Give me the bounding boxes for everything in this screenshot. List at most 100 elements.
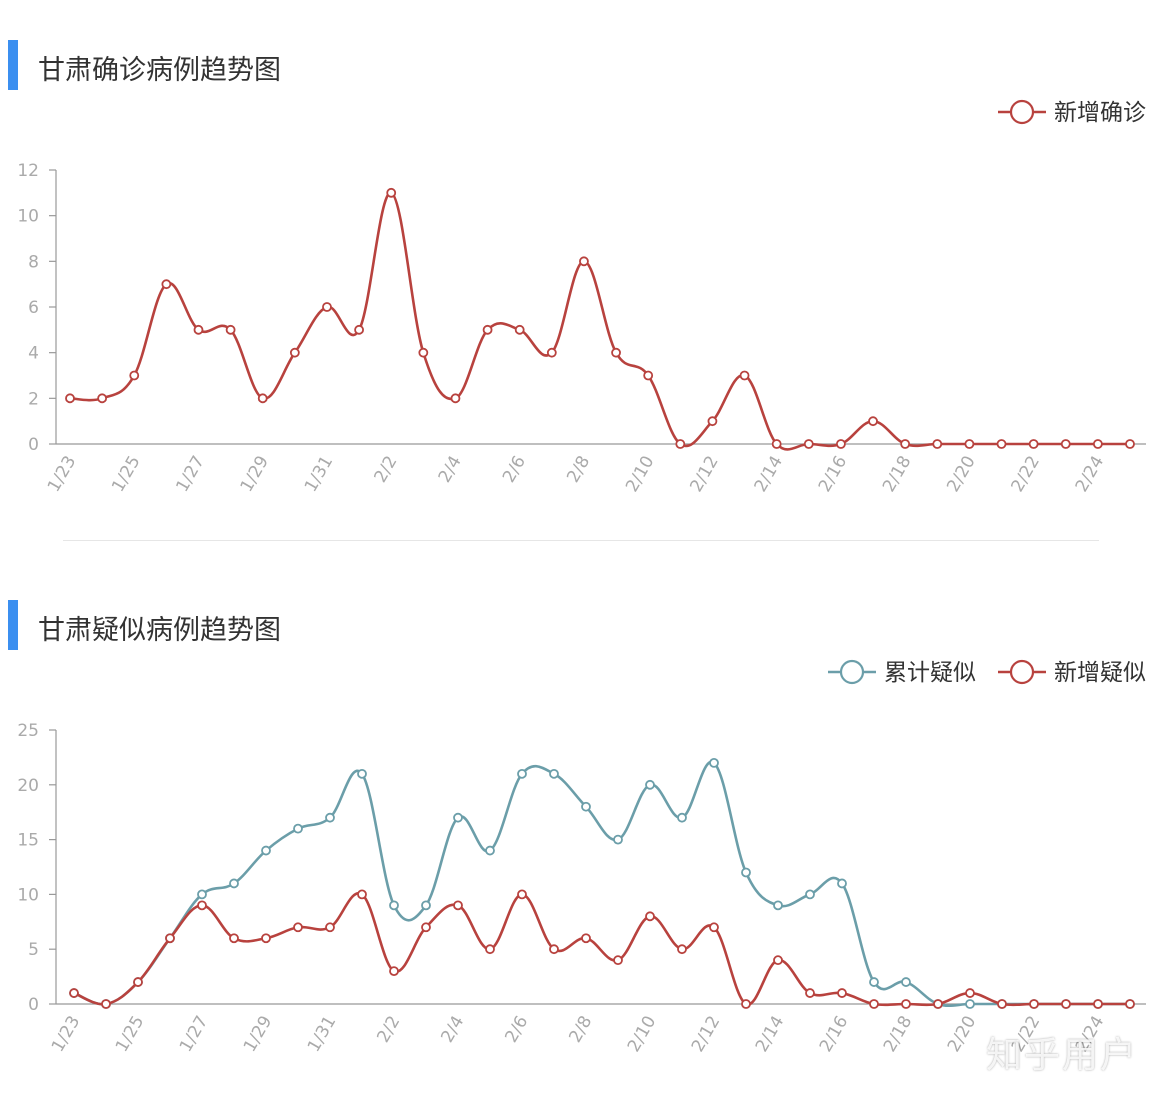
data-point	[900, 439, 911, 449]
data-point	[197, 889, 207, 900]
data-point	[677, 944, 687, 955]
x-tick-label: 2/6	[499, 453, 530, 487]
data-point	[322, 302, 332, 312]
data-point	[69, 988, 79, 998]
data-point	[773, 955, 783, 966]
data-point	[65, 393, 75, 404]
data-point	[517, 889, 527, 900]
chart-title-suspected: 甘肃疑似病例趋势图	[38, 615, 281, 646]
data-point	[133, 977, 143, 987]
data-point	[357, 768, 367, 779]
x-tick-label: 2/22	[1008, 453, 1044, 496]
data-point	[709, 757, 719, 768]
data-point	[485, 845, 495, 856]
x-tick-label: 2/10	[624, 1013, 660, 1056]
x-tick-label: 2/6	[501, 1013, 532, 1047]
data-point	[421, 922, 431, 933]
legend-label: 新增确诊	[1054, 100, 1146, 126]
y-tick-label: 4	[28, 344, 39, 364]
data-point	[357, 889, 367, 900]
x-tick-label: 1/31	[304, 1013, 340, 1056]
data-point	[965, 999, 975, 1009]
data-point	[225, 324, 236, 335]
data-point	[293, 922, 303, 933]
x-tick-label: 2/10	[622, 453, 658, 496]
data-point	[1125, 999, 1135, 1009]
x-tick-label: 1/23	[44, 453, 80, 496]
data-point	[165, 933, 175, 944]
data-point	[514, 324, 525, 335]
data-point	[581, 801, 591, 812]
x-tick-label: 1/29	[237, 453, 273, 496]
data-point	[261, 845, 271, 856]
series-line-2	[73, 892, 1130, 1007]
x-tick-label: 2/4	[435, 453, 466, 487]
section-accent-bar	[8, 40, 18, 90]
data-point	[197, 900, 207, 911]
data-point	[707, 416, 718, 427]
data-point	[354, 324, 364, 335]
data-point	[805, 988, 815, 998]
x-tick-label: 2/20	[944, 1013, 980, 1056]
x-tick-label: 2/20	[943, 453, 979, 496]
y-tick-label: 0	[28, 435, 39, 455]
data-point	[101, 999, 111, 1009]
data-point	[1092, 439, 1103, 449]
x-tick-label: 2/8	[563, 453, 594, 487]
data-point	[709, 922, 719, 933]
legend-marker-icon	[1009, 99, 1035, 125]
data-point	[869, 999, 879, 1009]
data-point	[1028, 439, 1039, 449]
x-tick-label: 2/2	[371, 453, 402, 487]
x-tick-label: 1/25	[108, 453, 144, 496]
legend-marker-icon	[1009, 659, 1035, 685]
data-point	[97, 393, 108, 404]
data-point	[965, 988, 975, 998]
y-tick-label: 10	[17, 207, 39, 227]
x-tick-label: 2/12	[686, 453, 722, 496]
x-tick-label: 2/4	[437, 1013, 468, 1047]
data-point	[901, 977, 911, 987]
data-point	[289, 347, 300, 358]
data-point	[579, 256, 589, 267]
section-accent-bar	[8, 600, 18, 650]
data-point	[581, 933, 591, 944]
x-tick-label: 2/18	[880, 1013, 916, 1056]
data-point	[1093, 999, 1103, 1009]
data-point	[964, 439, 975, 449]
legend-marker-icon	[839, 659, 865, 685]
data-point	[325, 922, 335, 933]
data-point	[613, 955, 623, 966]
data-point	[643, 370, 654, 381]
data-point	[389, 966, 399, 977]
data-point	[546, 347, 557, 358]
x-tick-label: 2/16	[815, 453, 851, 496]
x-tick-label: 2/16	[816, 1013, 852, 1056]
data-point	[161, 279, 172, 290]
data-point	[739, 370, 750, 381]
x-tick-label: 1/27	[176, 1013, 212, 1056]
data-point	[837, 988, 847, 998]
data-point	[389, 900, 399, 911]
legend-label: 新增疑似	[1054, 660, 1146, 686]
data-point	[453, 900, 463, 911]
data-point	[868, 416, 878, 427]
data-point	[771, 439, 782, 449]
x-tick-label: 1/31	[301, 453, 337, 496]
data-point	[325, 812, 335, 823]
section-divider	[63, 540, 1099, 541]
data-point	[611, 347, 621, 358]
data-point	[257, 393, 268, 404]
data-point	[869, 977, 879, 987]
data-point	[675, 439, 686, 449]
x-tick-label: 2/12	[688, 1013, 724, 1056]
x-tick-label: 2/2	[373, 1013, 404, 1047]
data-point	[1061, 999, 1071, 1009]
data-point	[229, 878, 239, 889]
data-point	[1060, 439, 1071, 449]
y-tick-label: 5	[28, 940, 39, 960]
legend-label: 累计疑似	[884, 660, 976, 686]
chart-title-confirmed: 甘肃确诊病例趋势图	[38, 55, 281, 86]
data-point	[996, 439, 1007, 449]
data-point	[645, 779, 655, 790]
